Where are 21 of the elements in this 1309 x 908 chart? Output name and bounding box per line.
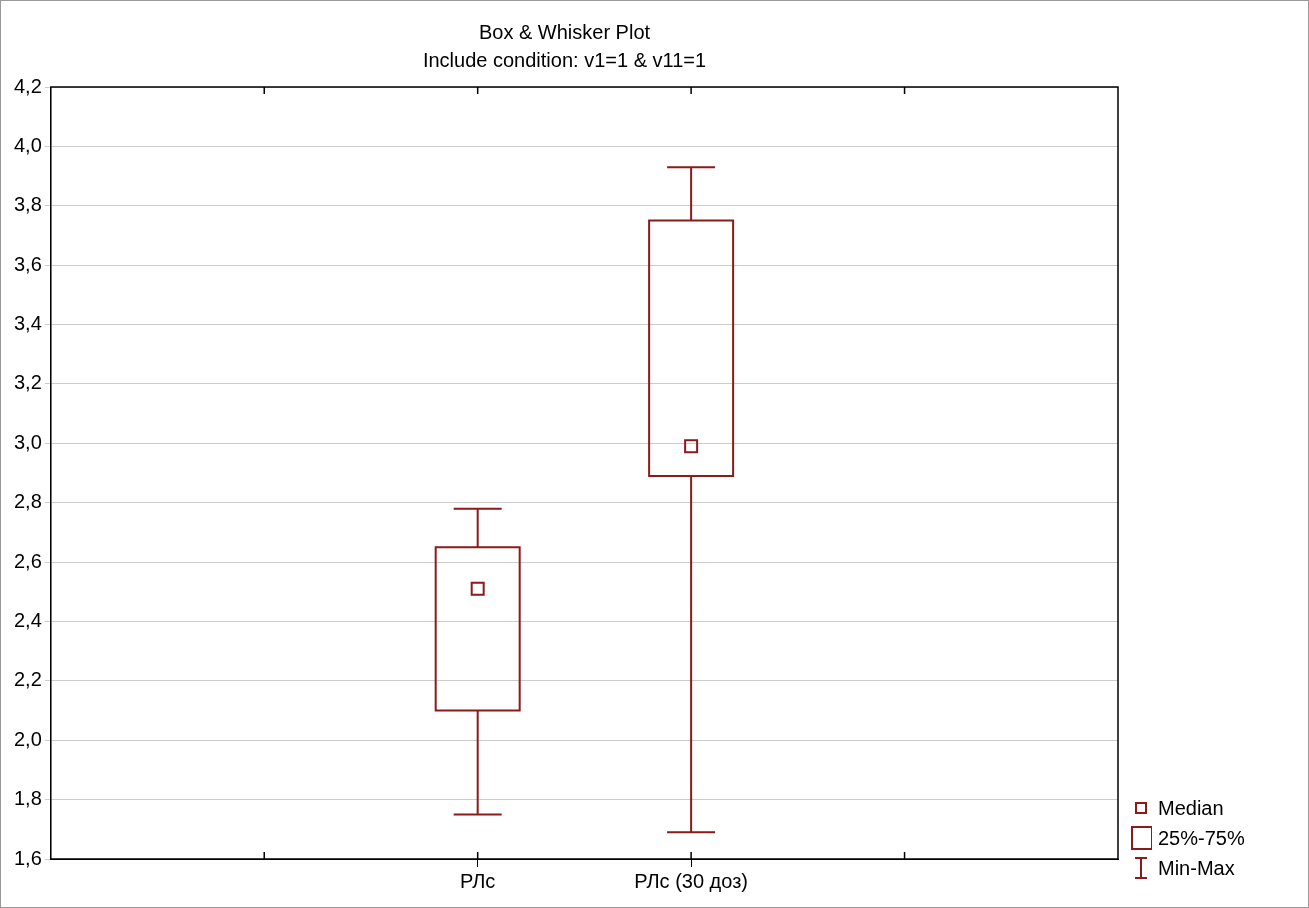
text: 25%-75% — [1158, 826, 1245, 851]
y-tick-label: 2,6 — [13, 549, 42, 572]
y-tick-label: 3,4 — [13, 312, 42, 335]
text: Median — [1158, 796, 1224, 821]
y-tick-label: 3,6 — [13, 252, 42, 275]
chart-title: Box & Whisker Plot — [478, 20, 651, 43]
y-tick-label: 1,6 — [13, 846, 42, 869]
x-tick-label: РЛс — [460, 869, 496, 892]
chart-subtitle: Include condition: v1=1 & v11=1 — [422, 48, 707, 71]
y-tick-label: 2,8 — [13, 490, 42, 513]
y-tick-label: 3,8 — [13, 193, 42, 216]
x-tick-label: РЛс (30 доз) — [634, 869, 748, 892]
y-tick-label: 3,2 — [13, 371, 42, 394]
y-tick-label: 1,8 — [13, 787, 42, 810]
y-tick-label: 4,0 — [13, 133, 42, 156]
y-tick-label: 2,2 — [13, 668, 42, 691]
y-tick-label: 4,2 — [13, 74, 42, 97]
y-tick-label: 3,0 — [13, 430, 42, 453]
text: Min-Max — [1158, 856, 1235, 881]
y-tick-label: 2,0 — [13, 727, 42, 750]
y-tick-label: 2,4 — [13, 608, 42, 631]
